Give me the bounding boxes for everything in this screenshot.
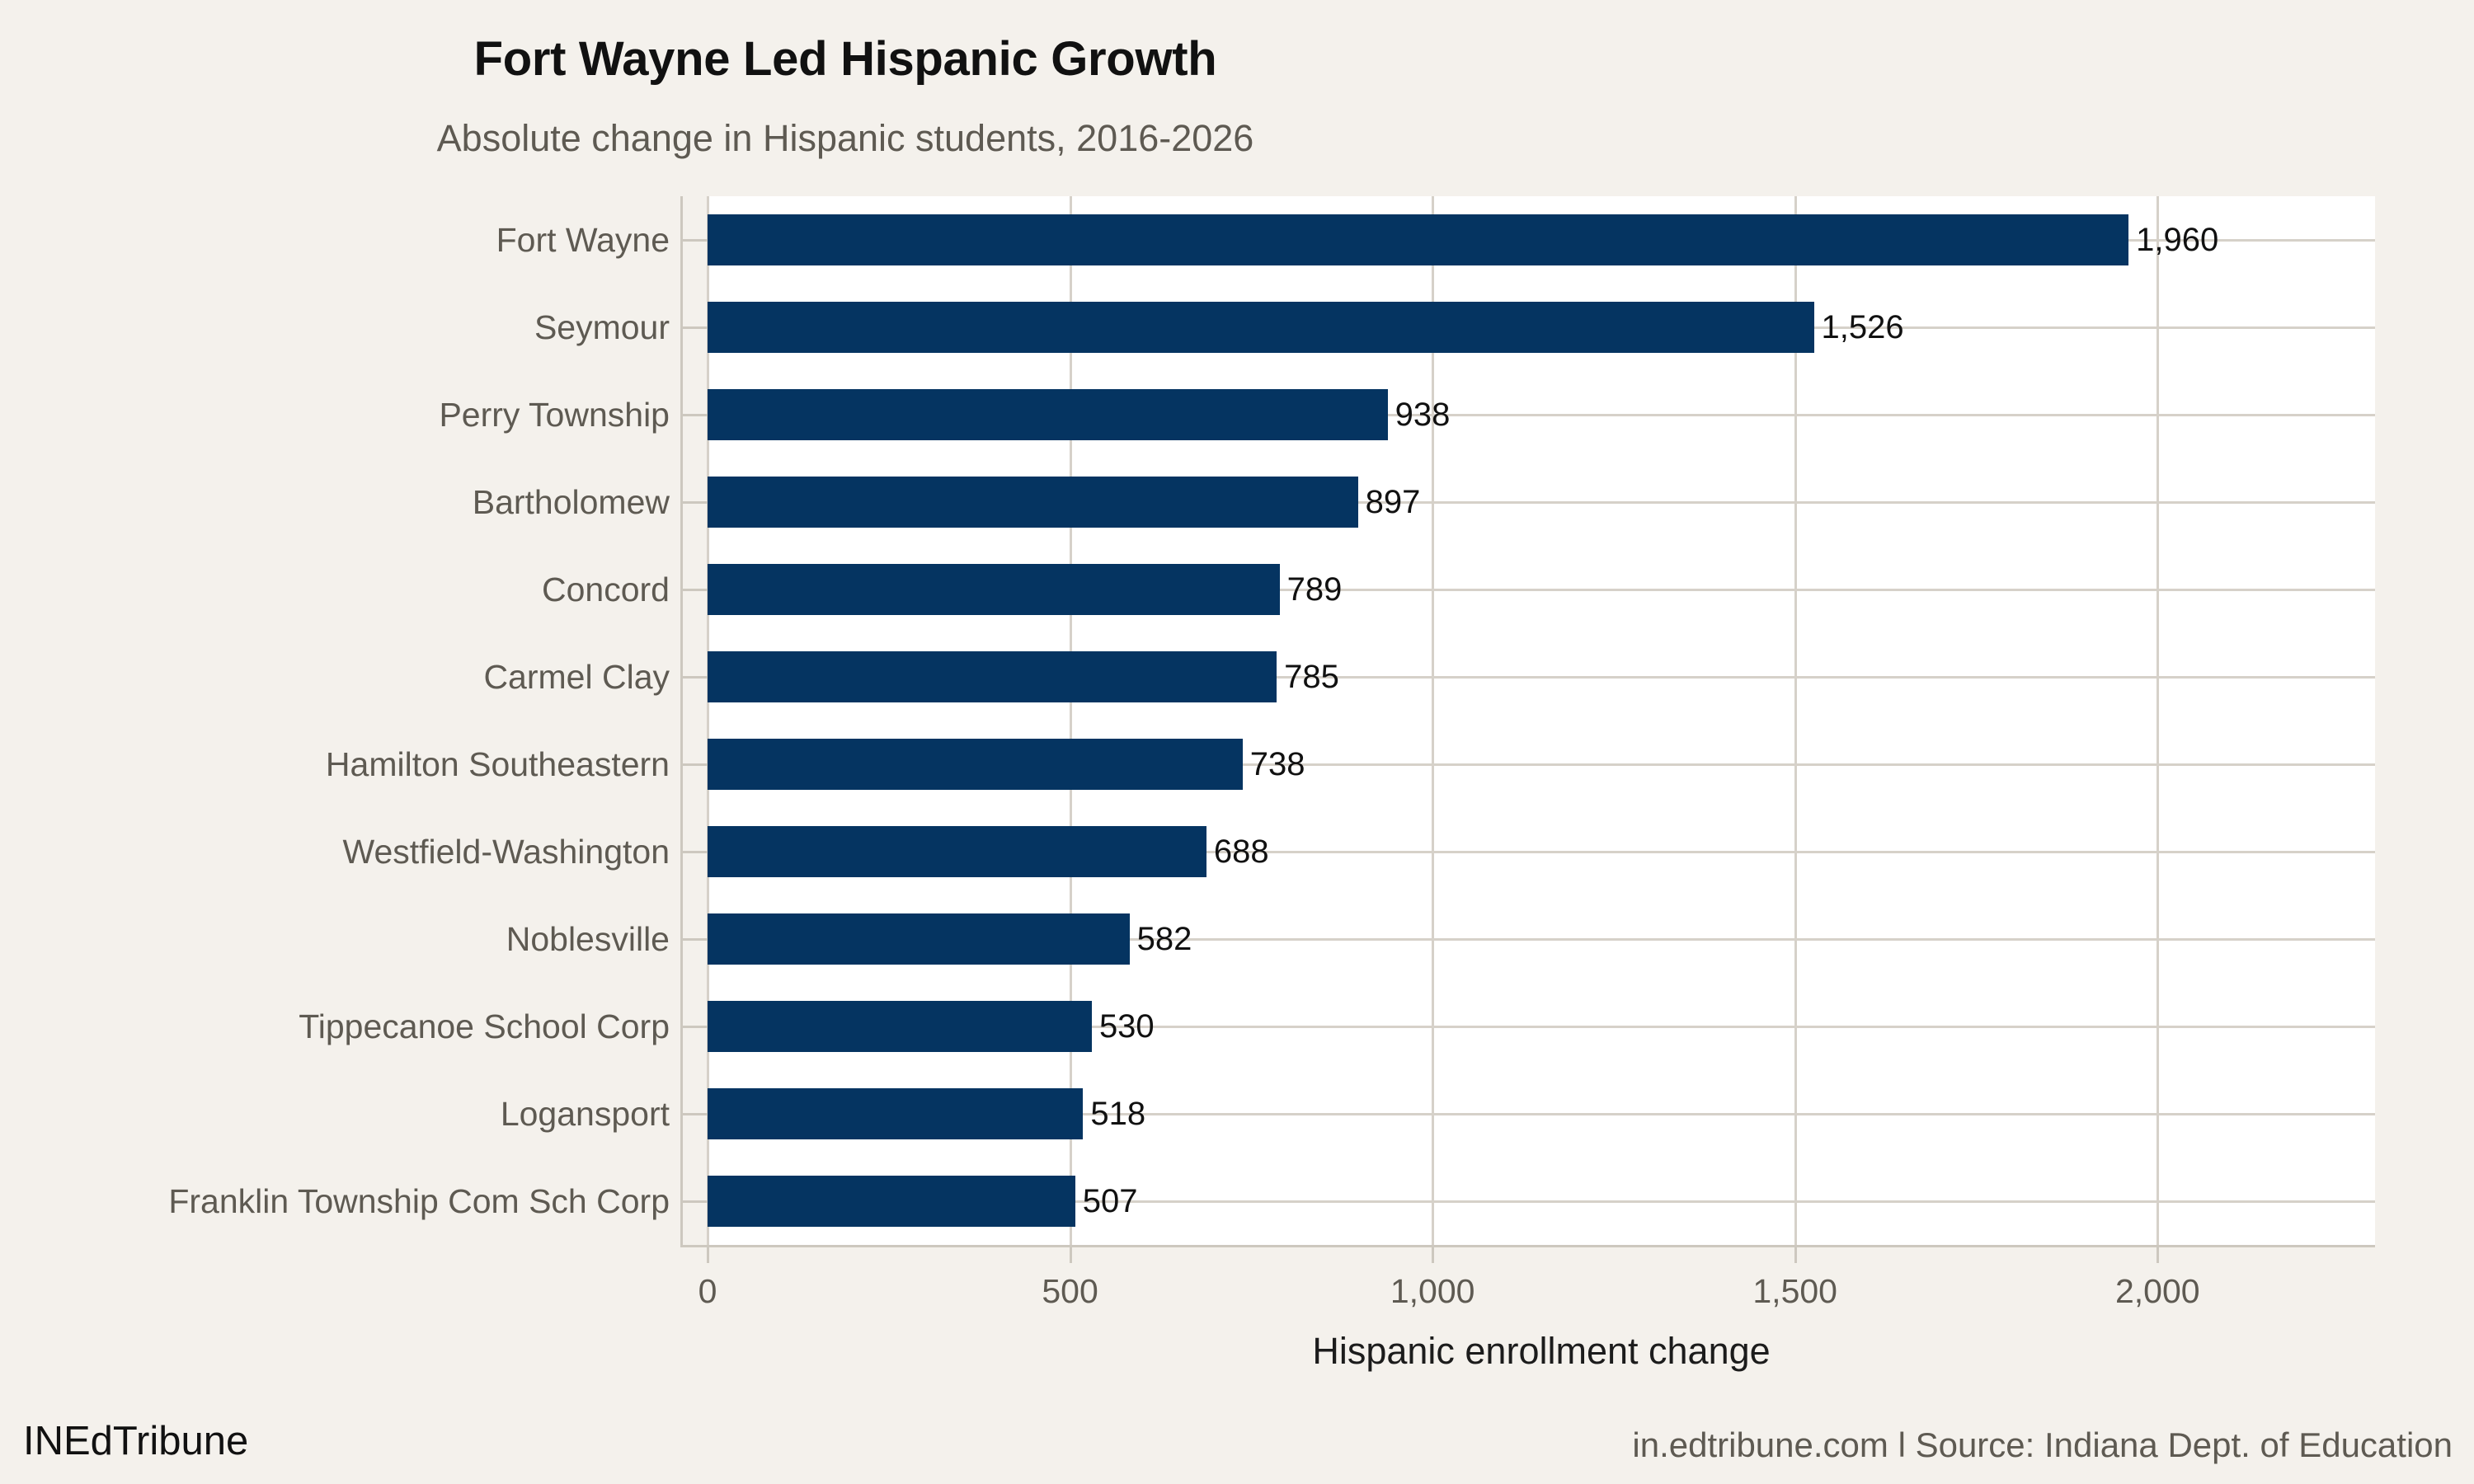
y-axis-tick [680,675,708,679]
y-axis-category-label: Seymour [534,308,670,346]
y-axis-category-label: Tippecanoe School Corp [299,1007,670,1045]
y-gridline [708,1112,2375,1115]
y-axis-category-label: Franklin Township Com Sch Corp [168,1182,670,1220]
x-tick-label: 0 [698,1272,717,1310]
y-axis-category-label: Carmel Clay [483,658,670,696]
bar-value-label: 785 [1284,659,1339,695]
y-gridline [708,763,2375,766]
bar[interactable] [708,1001,1092,1052]
y-axis-tick [680,326,708,329]
y-axis-category-label: Logansport [500,1095,670,1133]
x-axis-tick [1069,1245,1072,1263]
bar-value-label: 507 [1082,1183,1138,1219]
y-axis-tick [680,1112,708,1115]
bar[interactable] [708,302,1814,353]
y-gridline [708,850,2375,853]
bar[interactable] [708,214,2129,265]
y-gridline [708,1025,2375,1028]
y-gridline [708,413,2375,416]
bar-value-label: 518 [1090,1096,1146,1132]
x-axis-tick [707,1245,709,1263]
x-gridline [1432,196,1435,1245]
bar[interactable] [708,826,1206,877]
y-axis-category-label: Perry Township [439,396,670,434]
y-axis-tick [680,937,708,941]
y-axis-tick [680,1200,708,1203]
x-gridline [1069,196,1072,1245]
y-axis-category-label: Hamilton Southeastern [325,745,670,783]
x-tick-label: 500 [1042,1272,1098,1310]
plot-area [707,196,2375,1245]
bar[interactable] [708,389,1388,440]
bar-value-label: 789 [1286,571,1343,608]
chart-subtitle: Absolute change in Hispanic students, 20… [436,117,1254,159]
y-axis-category-label: Fort Wayne [496,221,670,259]
y-axis-category-label: Concord [542,571,670,608]
bar-value-label: 1,960 [2136,222,2219,258]
y-gridline [708,500,2375,504]
y-gridline [708,588,2375,591]
x-tick-label: 1,500 [1752,1272,1837,1310]
x-tick-label: 1,000 [1390,1272,1475,1310]
x-gridline [707,196,709,1245]
x-gridline [1794,196,1797,1245]
y-axis-tick [680,238,708,242]
bar-value-label: 530 [1098,1008,1155,1045]
y-axis-category-label: Noblesville [506,920,670,958]
x-gridline [2157,196,2160,1245]
bar-value-label: 938 [1395,397,1451,433]
x-tick-label: 2,000 [2114,1272,2200,1310]
y-axis-category-label: Bartholomew [472,483,670,521]
y-axis-tick [680,850,708,853]
bar-value-label: 688 [1213,834,1269,870]
bar[interactable] [708,564,1280,615]
page-title: Fort Wayne Led Hispanic Growth [473,32,1217,86]
bar[interactable] [708,1176,1075,1227]
y-axis-tick [680,1025,708,1028]
y-gridline [708,937,2375,941]
x-axis-title: Hispanic enrollment change [1312,1330,1771,1372]
footer-brand: INEdTribune [23,1419,249,1463]
bar[interactable] [708,913,1130,965]
bar[interactable] [708,477,1358,528]
bar[interactable] [708,1088,1084,1139]
x-axis-tick [1794,1245,1797,1263]
y-axis-tick [680,763,708,766]
y-gridline [708,675,2375,679]
x-axis-tick [1432,1245,1435,1263]
bar-value-label: 738 [1249,746,1305,782]
bar-value-label: 897 [1365,484,1421,520]
bar[interactable] [708,739,1243,790]
y-axis-tick [680,413,708,416]
x-axis-line [680,1245,2375,1247]
y-axis-category-label: Westfield-Washington [342,833,670,871]
footer-source: in.edtribune.com l Source: Indiana Dept.… [1632,1425,2453,1464]
x-axis-tick [2157,1245,2160,1263]
y-axis-line [680,196,683,1245]
y-axis-tick [680,588,708,591]
bar-value-label: 582 [1136,921,1192,957]
bar-value-label: 1,526 [1821,309,1904,345]
y-axis-tick [680,500,708,504]
y-gridline [708,1200,2375,1203]
bar[interactable] [708,651,1277,702]
